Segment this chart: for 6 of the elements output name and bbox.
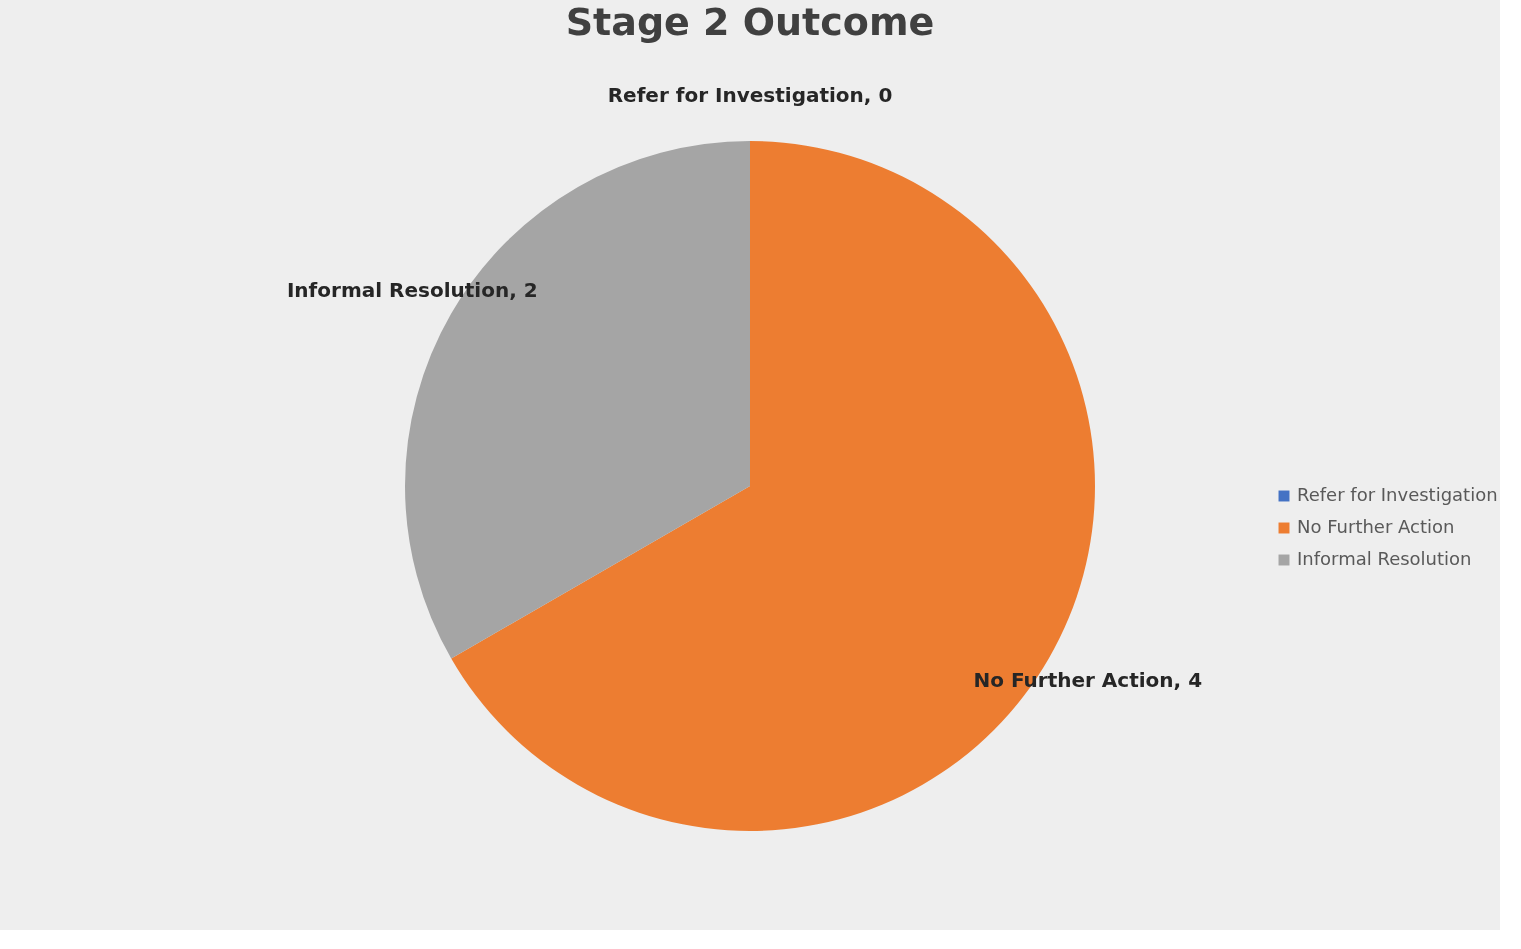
legend-label: Refer for Investigation [1297,484,1498,505]
text: Refer for Investigation, 0 [607,83,893,107]
chart-title: Stage 2 Outcome [565,0,935,44]
legend-label: No Further Action [1297,516,1455,537]
data-label: Informal Resolution, 2 [286,278,538,302]
legend-label: Informal Resolution [1297,548,1472,569]
